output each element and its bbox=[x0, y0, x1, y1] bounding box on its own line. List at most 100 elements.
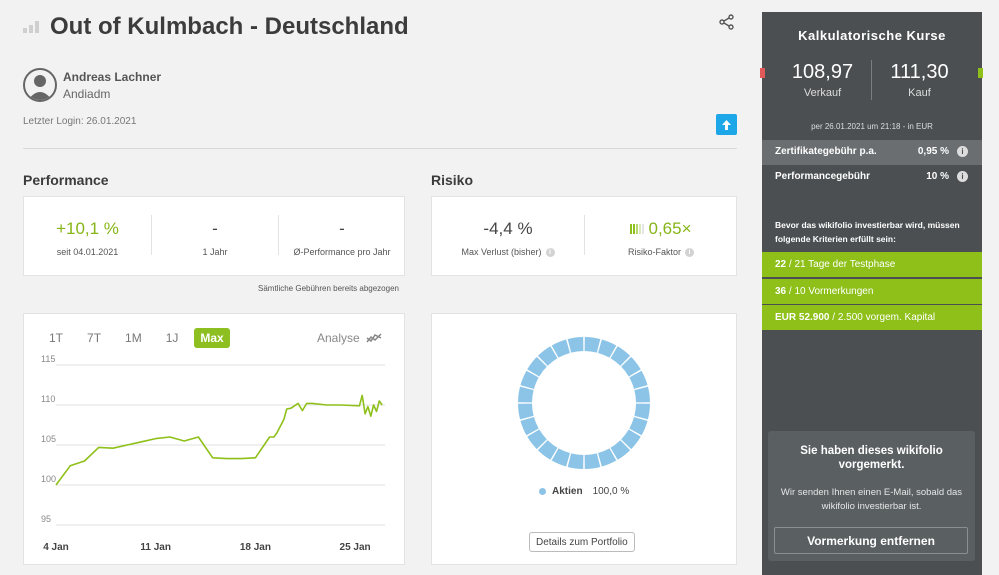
donut-segment[interactable] bbox=[584, 453, 601, 469]
kpi-risk-factor: 0,65× Risiko-Faktor i bbox=[585, 197, 737, 271]
info-icon[interactable]: i bbox=[957, 146, 968, 157]
donut-segment[interactable] bbox=[527, 356, 547, 377]
donut-segment[interactable] bbox=[537, 346, 558, 366]
donut-segment[interactable] bbox=[551, 339, 570, 358]
donut-segment[interactable] bbox=[621, 429, 641, 450]
y-tick-label: 100 bbox=[41, 474, 56, 484]
kpi-max-loss: -4,4 % Max Verlust (bisher) i bbox=[432, 197, 584, 271]
x-tick-label: 11 Jan bbox=[140, 542, 171, 553]
kpi-label: Max Verlust (bisher) bbox=[461, 247, 542, 257]
criteria-bold: EUR 52.900 bbox=[775, 312, 830, 323]
y-tick-label: 95 bbox=[41, 514, 51, 524]
share-icon[interactable] bbox=[718, 13, 736, 31]
chart-panel bbox=[23, 313, 405, 565]
criteria-intro: Bevor das wikifolio investierbar wird, m… bbox=[775, 220, 960, 244]
donut-segment[interactable] bbox=[610, 440, 631, 460]
analyse-icon bbox=[366, 333, 382, 343]
donut-segment[interactable] bbox=[634, 386, 650, 403]
user-name[interactable]: Andreas Lachner bbox=[63, 70, 162, 84]
risk-heading: Risiko bbox=[431, 172, 474, 188]
kpi-value: - bbox=[339, 219, 345, 238]
donut-segment[interactable] bbox=[567, 453, 584, 469]
kpi-label-row: Risiko-Faktor i bbox=[585, 247, 737, 257]
kpi-label: Risiko-Faktor bbox=[627, 247, 681, 257]
donut-segment[interactable] bbox=[520, 417, 539, 436]
donut-segment[interactable] bbox=[527, 429, 547, 450]
kpi-label: 1 Jahr bbox=[202, 247, 228, 257]
tab-1m[interactable]: 1M bbox=[125, 331, 142, 345]
marked-text: Wir senden Ihnen einen E-Mail, sobald da… bbox=[780, 487, 963, 512]
info-icon[interactable]: i bbox=[957, 171, 968, 182]
divider bbox=[278, 215, 279, 255]
criteria-bold: 36 bbox=[775, 286, 787, 297]
analyse-label: Analyse bbox=[317, 331, 360, 345]
y-tick-label: 105 bbox=[41, 434, 56, 444]
avatar[interactable] bbox=[23, 68, 57, 102]
criteria-text: / 21 Tage der Testphase bbox=[786, 259, 896, 270]
criteria-row: 36 / 10 Vormerkungen bbox=[762, 279, 982, 304]
kpi-1-year: - 1 Jahr bbox=[152, 197, 278, 271]
portfolio-legend: Aktien 100,0 % bbox=[539, 486, 629, 497]
donut-segment[interactable] bbox=[598, 448, 617, 467]
sell-value: 108,97 bbox=[791, 61, 854, 83]
kpi-value: 0,65× bbox=[648, 219, 692, 238]
sell-marker bbox=[760, 68, 765, 78]
x-tick-label: 25 Jan bbox=[340, 542, 371, 553]
info-icon[interactable]: i bbox=[685, 247, 694, 257]
analyse-link[interactable]: Analyse bbox=[317, 331, 382, 345]
y-tick-label: 115 bbox=[41, 355, 55, 364]
divider bbox=[151, 215, 152, 255]
donut-segment[interactable] bbox=[598, 339, 617, 358]
tab-7t[interactable]: 7T bbox=[87, 331, 102, 345]
criteria-text: / 2.500 vorgem. Kapital bbox=[829, 312, 936, 323]
last-login: Letzter Login: 26.01.2021 bbox=[23, 116, 137, 127]
series-line[interactable] bbox=[55, 394, 383, 486]
kpi-label: seit 04.01.2021 bbox=[56, 247, 119, 257]
marked-title: Sie haben dieses wikifolio vorgemerkt. bbox=[800, 445, 943, 471]
divider bbox=[584, 215, 585, 255]
kpi-value-row: 0,65× bbox=[585, 219, 737, 239]
kpi-since-start: +10,1 % seit 04.01.2021 bbox=[24, 197, 151, 271]
timeframe-tabs: 1T 7T 1M 1J Max bbox=[43, 328, 230, 348]
tab-max[interactable]: Max bbox=[194, 328, 230, 348]
donut-segment[interactable] bbox=[520, 370, 539, 389]
tab-1j[interactable]: 1J bbox=[165, 331, 179, 345]
tab-1t[interactable]: 1T bbox=[49, 331, 64, 345]
user-handle: Andiadm bbox=[63, 87, 111, 101]
price-date: per 26.01.2021 um 21:18 - in EUR bbox=[811, 122, 933, 131]
sell-label: Verkauf bbox=[803, 87, 842, 99]
donut-segment[interactable] bbox=[629, 370, 648, 389]
x-tick-label: 4 Jan bbox=[43, 542, 69, 553]
buy-label: Kauf bbox=[908, 87, 931, 99]
fee-value: 10 % bbox=[926, 171, 949, 182]
risk-panel: -4,4 % Max Verlust (bisher) i 0,65× Risik… bbox=[431, 196, 737, 276]
donut-segment[interactable] bbox=[634, 403, 650, 420]
donut-segment[interactable] bbox=[610, 346, 631, 366]
donut-segment[interactable] bbox=[537, 440, 558, 460]
donut-segment[interactable] bbox=[518, 403, 534, 420]
sidebar-title: Kalkulatorische Kurse bbox=[798, 28, 946, 43]
criteria-bold: 22 bbox=[775, 259, 787, 270]
donut-segment[interactable] bbox=[629, 417, 648, 436]
donut-segment[interactable] bbox=[518, 386, 534, 403]
criteria-row: 22 / 21 Tage der Testphase bbox=[762, 252, 982, 277]
y-tick-label: 110 bbox=[41, 394, 55, 404]
portfolio-details-button[interactable]: Details zum Portfolio bbox=[529, 532, 635, 552]
info-icon[interactable]: i bbox=[545, 247, 555, 257]
legend-dot-icon bbox=[539, 488, 546, 495]
performance-chart: 95 100 105 110 115 4 Jan 11 Jan 18 Jan 25 Jan bbox=[41, 355, 385, 553]
kpi-value: -4,4 % bbox=[483, 219, 533, 238]
fee-value: 0,95 % bbox=[917, 146, 949, 157]
sell-price: 108,97 Verkauf bbox=[775, 61, 870, 99]
remove-mark-button[interactable]: Vormerkung entfernen bbox=[774, 527, 968, 554]
donut-segment[interactable] bbox=[551, 448, 570, 467]
upload-button[interactable] bbox=[716, 114, 737, 135]
legend-value: 100,0 % bbox=[592, 486, 630, 497]
page-title-row: Out of Kulmbach - Deutschland bbox=[23, 13, 409, 41]
donut-segment[interactable] bbox=[584, 337, 601, 353]
divider bbox=[871, 60, 872, 100]
donut-segment[interactable] bbox=[567, 337, 584, 353]
fee-label: Zertifikategebühr p.a. bbox=[775, 146, 877, 157]
kpi-label: Ø-Performance pro Jahr bbox=[293, 247, 391, 257]
donut-segment[interactable] bbox=[621, 356, 641, 377]
